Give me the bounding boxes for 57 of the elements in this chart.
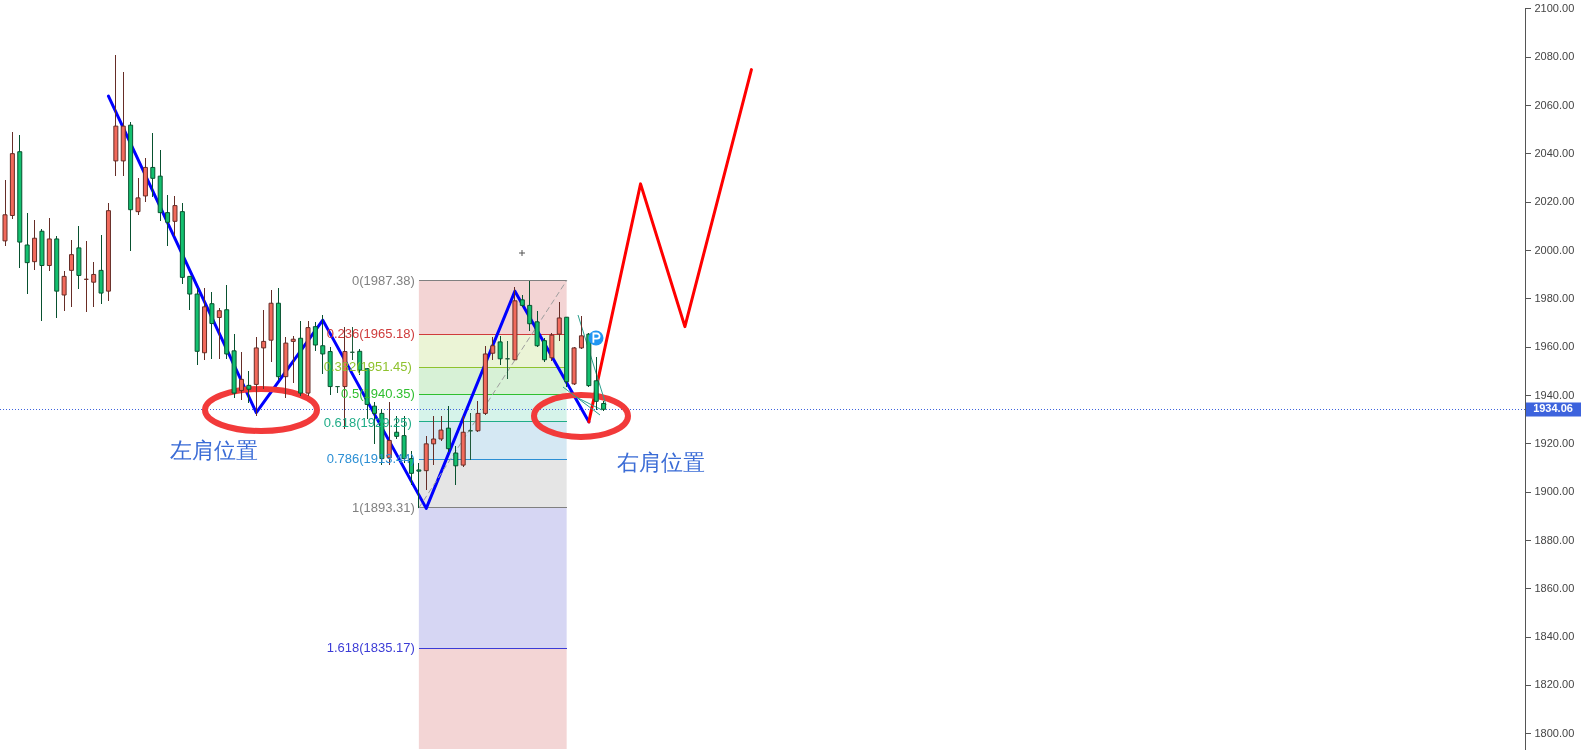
line-series: [587, 68, 753, 424]
y-tick-label: 2060.00: [1534, 98, 1575, 111]
annotation: 左肩位置: [170, 438, 258, 463]
candlestick: [593, 356, 599, 411]
ref-line-label: 1.618(1835.17): [326, 640, 415, 656]
candlestick: [475, 400, 481, 433]
candlestick: [91, 261, 97, 308]
y-tick-label: 1940.00: [1534, 388, 1575, 401]
candlestick: [527, 280, 533, 332]
candlestick: [556, 301, 562, 342]
candlestick: [312, 321, 318, 352]
y-tick-label: 1800.00: [1534, 726, 1575, 739]
candlestick: [541, 337, 547, 363]
candlestick: [209, 291, 215, 360]
candlestick: [438, 415, 444, 442]
y-tick-label: 1840.00: [1534, 630, 1575, 643]
candlestick: [135, 177, 141, 216]
candlestick: [490, 336, 496, 361]
annotation: 右肩位置: [617, 450, 705, 475]
ref-line-label: 1(1893.31): [351, 499, 415, 515]
candlestick: [24, 212, 30, 295]
candlestick: [416, 462, 422, 509]
y-tick-label: 2080.00: [1534, 50, 1575, 63]
y-tick-label: 1860.00: [1534, 581, 1575, 594]
ref-line-label: 0(1987.38): [351, 272, 415, 288]
y-tick-label: 1920.00: [1534, 436, 1575, 449]
candlestick: [261, 309, 267, 390]
candlestick: [549, 332, 555, 362]
candlestick: [187, 275, 193, 311]
y-tick-label: 1880.00: [1534, 533, 1575, 546]
y-tick-label: 2020.00: [1534, 195, 1575, 208]
y-tick-label: 2000.00: [1534, 243, 1575, 256]
candlestick: [534, 310, 540, 348]
y-tick-label: 2040.00: [1534, 146, 1575, 159]
y-tick-label: 2100.00: [1534, 1, 1575, 14]
candlestick: [246, 370, 252, 404]
candlestick: [445, 405, 451, 453]
candlestick: [61, 270, 67, 312]
y-tick-label: 1960.00: [1534, 340, 1575, 353]
candlestick: [497, 335, 503, 366]
candlestick: [32, 219, 38, 271]
candlestick: [150, 132, 156, 198]
ref-line-label: 1934.06: [1533, 402, 1573, 415]
candlestick: [98, 234, 104, 305]
candlestick: [172, 195, 178, 237]
candlestick: [216, 307, 222, 360]
candlestick: [320, 314, 326, 375]
y-tick-label: 1820.00: [1534, 678, 1575, 691]
candlestick: [578, 315, 584, 350]
candlestick: [453, 445, 459, 486]
candlestick: [290, 335, 296, 384]
candlestick: [431, 415, 437, 466]
candlestick: [69, 239, 75, 308]
y-tick-label: 1900.00: [1534, 485, 1575, 498]
candlestick: [165, 194, 171, 247]
y-tick-label: 1980.00: [1534, 291, 1575, 304]
candlestick: [238, 351, 244, 401]
